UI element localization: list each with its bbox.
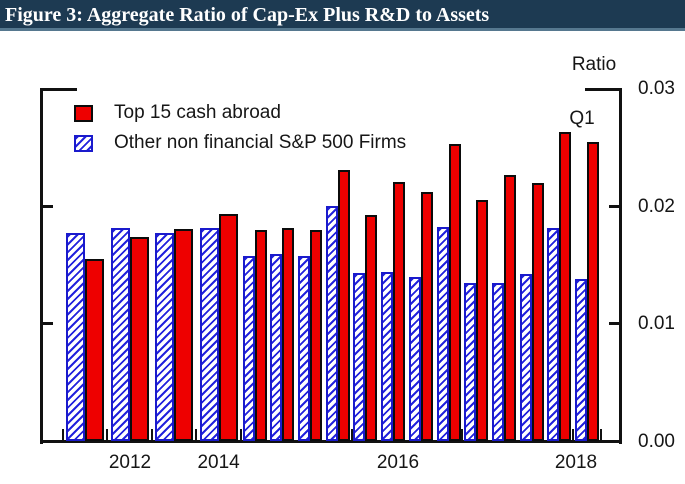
bar-top15-2018Q1: [587, 142, 600, 441]
bar-other-firms-2015Q1: [242, 256, 255, 441]
legend-item-top15: Top 15 cash abroad: [74, 102, 406, 124]
y-axis-right: [619, 88, 622, 444]
bar-other-firms-2015Q4: [325, 205, 338, 441]
x-tick-0: [62, 429, 64, 441]
x-tick-6: [461, 429, 464, 441]
x-tick-label-2014: 2014: [197, 452, 240, 473]
y-tick-left-0.01: [40, 322, 53, 326]
x-tick-label-2016: 2016: [376, 452, 420, 473]
bar-top15-2016Q2: [393, 182, 406, 441]
bar-top15-2015Q1: [254, 230, 267, 441]
bar-other-firms-2016Q1: [353, 272, 366, 441]
x-tick-label-2018: 2018: [554, 452, 598, 473]
bar-top15-2017Q3: [531, 183, 544, 441]
y-tick-label-0.00: 0.00: [638, 431, 675, 452]
y-tick-right-0.02: [609, 204, 622, 208]
top-right-cap: [585, 88, 622, 91]
x-tick-2: [150, 429, 153, 441]
legend-label-other-firms: Other non financial S&P 500 Firms: [114, 132, 407, 153]
q1-annotation: Q1: [569, 108, 595, 129]
x-tick-7: [572, 429, 575, 441]
bar-top15-2016Q1: [365, 215, 378, 441]
y-tick-label-0.03: 0.03: [638, 78, 675, 99]
y-tick-right-0.01: [609, 322, 622, 326]
top-left-cap: [40, 88, 77, 91]
bar-top15-2016Q4: [448, 144, 461, 441]
bar-other-firms-2014: [199, 228, 219, 441]
bar-other-firms-2011: [66, 232, 86, 441]
bar-top15-2012: [129, 237, 149, 441]
bar-other-firms-2017Q1: [464, 283, 477, 441]
figure-title: Figure 3: Aggregate Ratio of Cap-Ex Plus…: [5, 4, 490, 26]
bar-top15-2017Q2: [503, 175, 516, 441]
bar-top15-2015Q3: [310, 230, 323, 441]
bar-top15-2017Q1: [476, 199, 489, 441]
bar-other-firms-2013: [155, 232, 175, 441]
y-tick-label-0.01: 0.01: [638, 313, 675, 335]
x-tick-label-2012: 2012: [108, 452, 152, 473]
legend: Top 15 cash abroad Other non financial S…: [74, 102, 406, 162]
bar-top15-2016Q3: [420, 191, 433, 441]
bar-top15-2015Q2: [282, 228, 295, 441]
legend-item-other-firms: Other non financial S&P 500 Firms: [74, 132, 406, 154]
bar-top15-2017Q4: [559, 131, 572, 441]
bar-top15-2014: [218, 213, 238, 441]
bar-other-firms-2012: [110, 228, 130, 441]
bar-other-firms-2015Q3: [298, 256, 311, 441]
y-axis-left: [40, 88, 43, 444]
x-tick-5: [350, 429, 353, 441]
figure-title-bar: Figure 3: Aggregate Ratio of Cap-Ex Plus…: [0, 0, 685, 31]
x-tick-3: [195, 429, 198, 441]
y-tick-left-0.02: [40, 204, 53, 208]
x-axis: [40, 440, 622, 443]
x-tick-8: [599, 429, 602, 441]
bar-top15-2015Q4: [337, 170, 350, 441]
x-tick-1: [106, 429, 109, 441]
legend-swatch-top15: [74, 104, 93, 122]
bar-other-firms-2016Q4: [436, 226, 449, 441]
bar-other-firms-2015Q2: [270, 253, 283, 441]
y-tick-label-0.02: 0.02: [638, 195, 675, 217]
bar-other-firms-2017Q4: [547, 228, 560, 441]
legend-label-top15: Top 15 cash abroad: [114, 102, 281, 123]
bar-top15-2011: [85, 258, 105, 441]
bar-other-firms-2016Q3: [408, 277, 421, 441]
bar-other-firms-2017Q2: [491, 283, 504, 441]
bar-other-firms-2017Q3: [519, 273, 532, 441]
legend-swatch-other-firms: [74, 134, 93, 152]
x-tick-4: [239, 429, 242, 441]
bar-top15-2013: [174, 229, 194, 441]
right-axis-title: Ratio: [571, 54, 617, 75]
bar-other-firms-2018Q1: [575, 278, 588, 441]
bar-other-firms-2016Q2: [381, 271, 394, 441]
